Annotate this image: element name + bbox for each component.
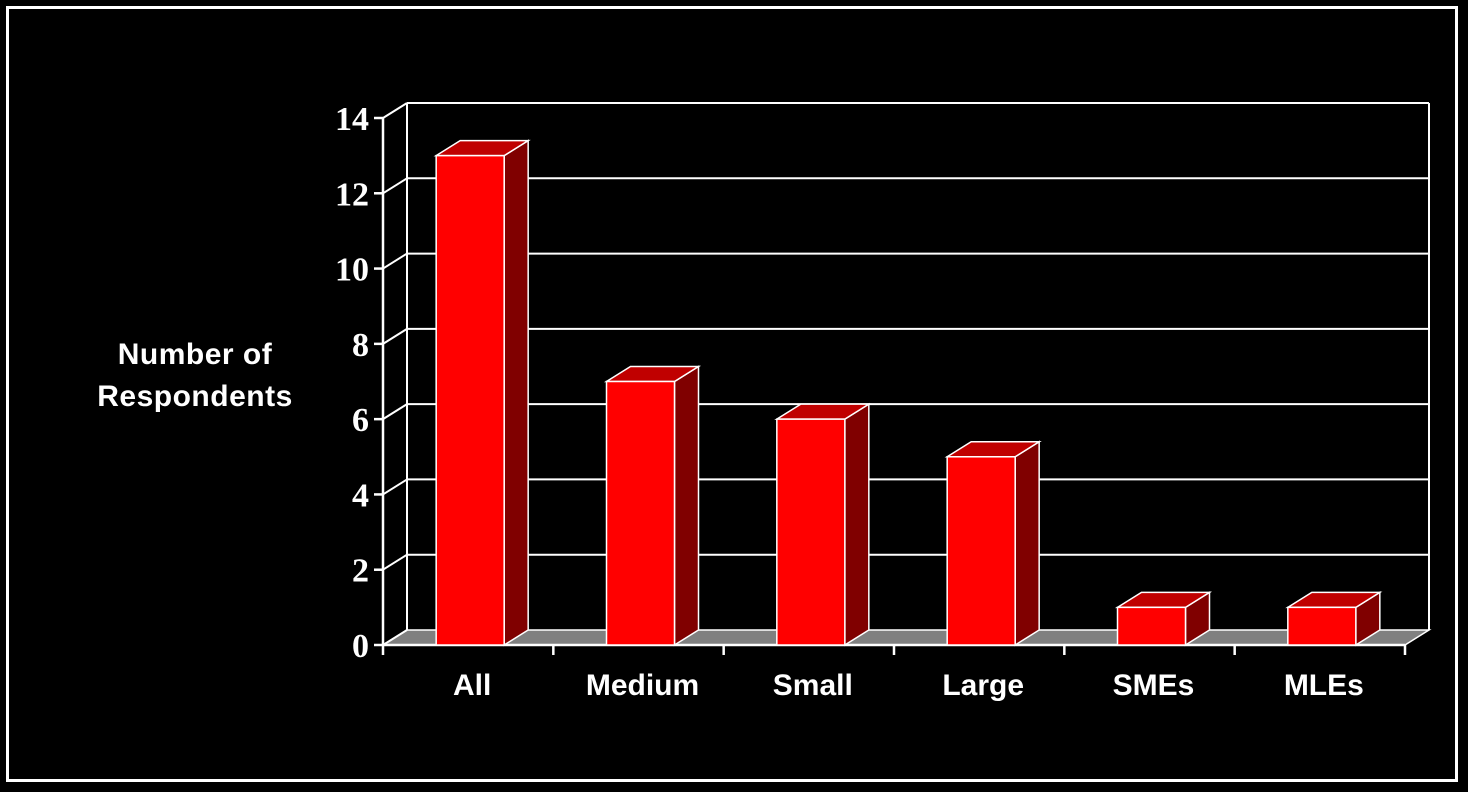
y-tick-label: 10 <box>335 252 369 289</box>
gridline-diagonal <box>382 478 408 496</box>
gridline-diagonal <box>382 177 408 195</box>
y-tick-label: 6 <box>352 402 369 439</box>
x-category-label-smes: SMEs <box>1113 669 1195 702</box>
bar-side-large <box>1014 440 1040 647</box>
x-category-label-all: All <box>453 669 491 702</box>
y-axis-label: Number of Respondents <box>70 334 320 418</box>
bar-side-all <box>503 139 529 647</box>
y-tick-label: 0 <box>352 628 369 665</box>
bar-side-medium <box>673 365 700 647</box>
y-tick-label: 14 <box>335 101 369 138</box>
y-tick-label: 4 <box>352 477 369 514</box>
bar-smes <box>1116 606 1187 646</box>
gridline-diagonal <box>382 252 408 270</box>
gridline-diagonal <box>382 102 408 119</box>
bar-mles <box>1287 606 1357 646</box>
bar-side-small <box>844 402 870 647</box>
bar-small <box>776 418 846 646</box>
gridline-diagonal <box>382 328 408 345</box>
x-category-label-small: Small <box>773 669 853 702</box>
x-category-label-medium: Medium <box>586 669 699 702</box>
y-tick-label: 8 <box>352 327 369 364</box>
bar-large <box>946 456 1016 646</box>
slide-border <box>6 6 1458 782</box>
y-tick-label: 12 <box>335 176 369 213</box>
chart-floor <box>380 629 1432 646</box>
bar-medium <box>605 380 676 646</box>
y-axis-label-line-2: Respondents <box>97 380 293 413</box>
gridline-diagonal <box>382 629 408 646</box>
x-category-label-large: Large <box>942 669 1024 702</box>
gridline-diagonal <box>382 403 408 420</box>
x-category-label-mles: MLEs <box>1284 669 1364 702</box>
y-tick-label: 2 <box>352 553 369 590</box>
gridline-diagonal <box>382 553 408 571</box>
bar-all <box>435 154 505 646</box>
y-axis-label-line-1: Number of <box>117 338 273 371</box>
